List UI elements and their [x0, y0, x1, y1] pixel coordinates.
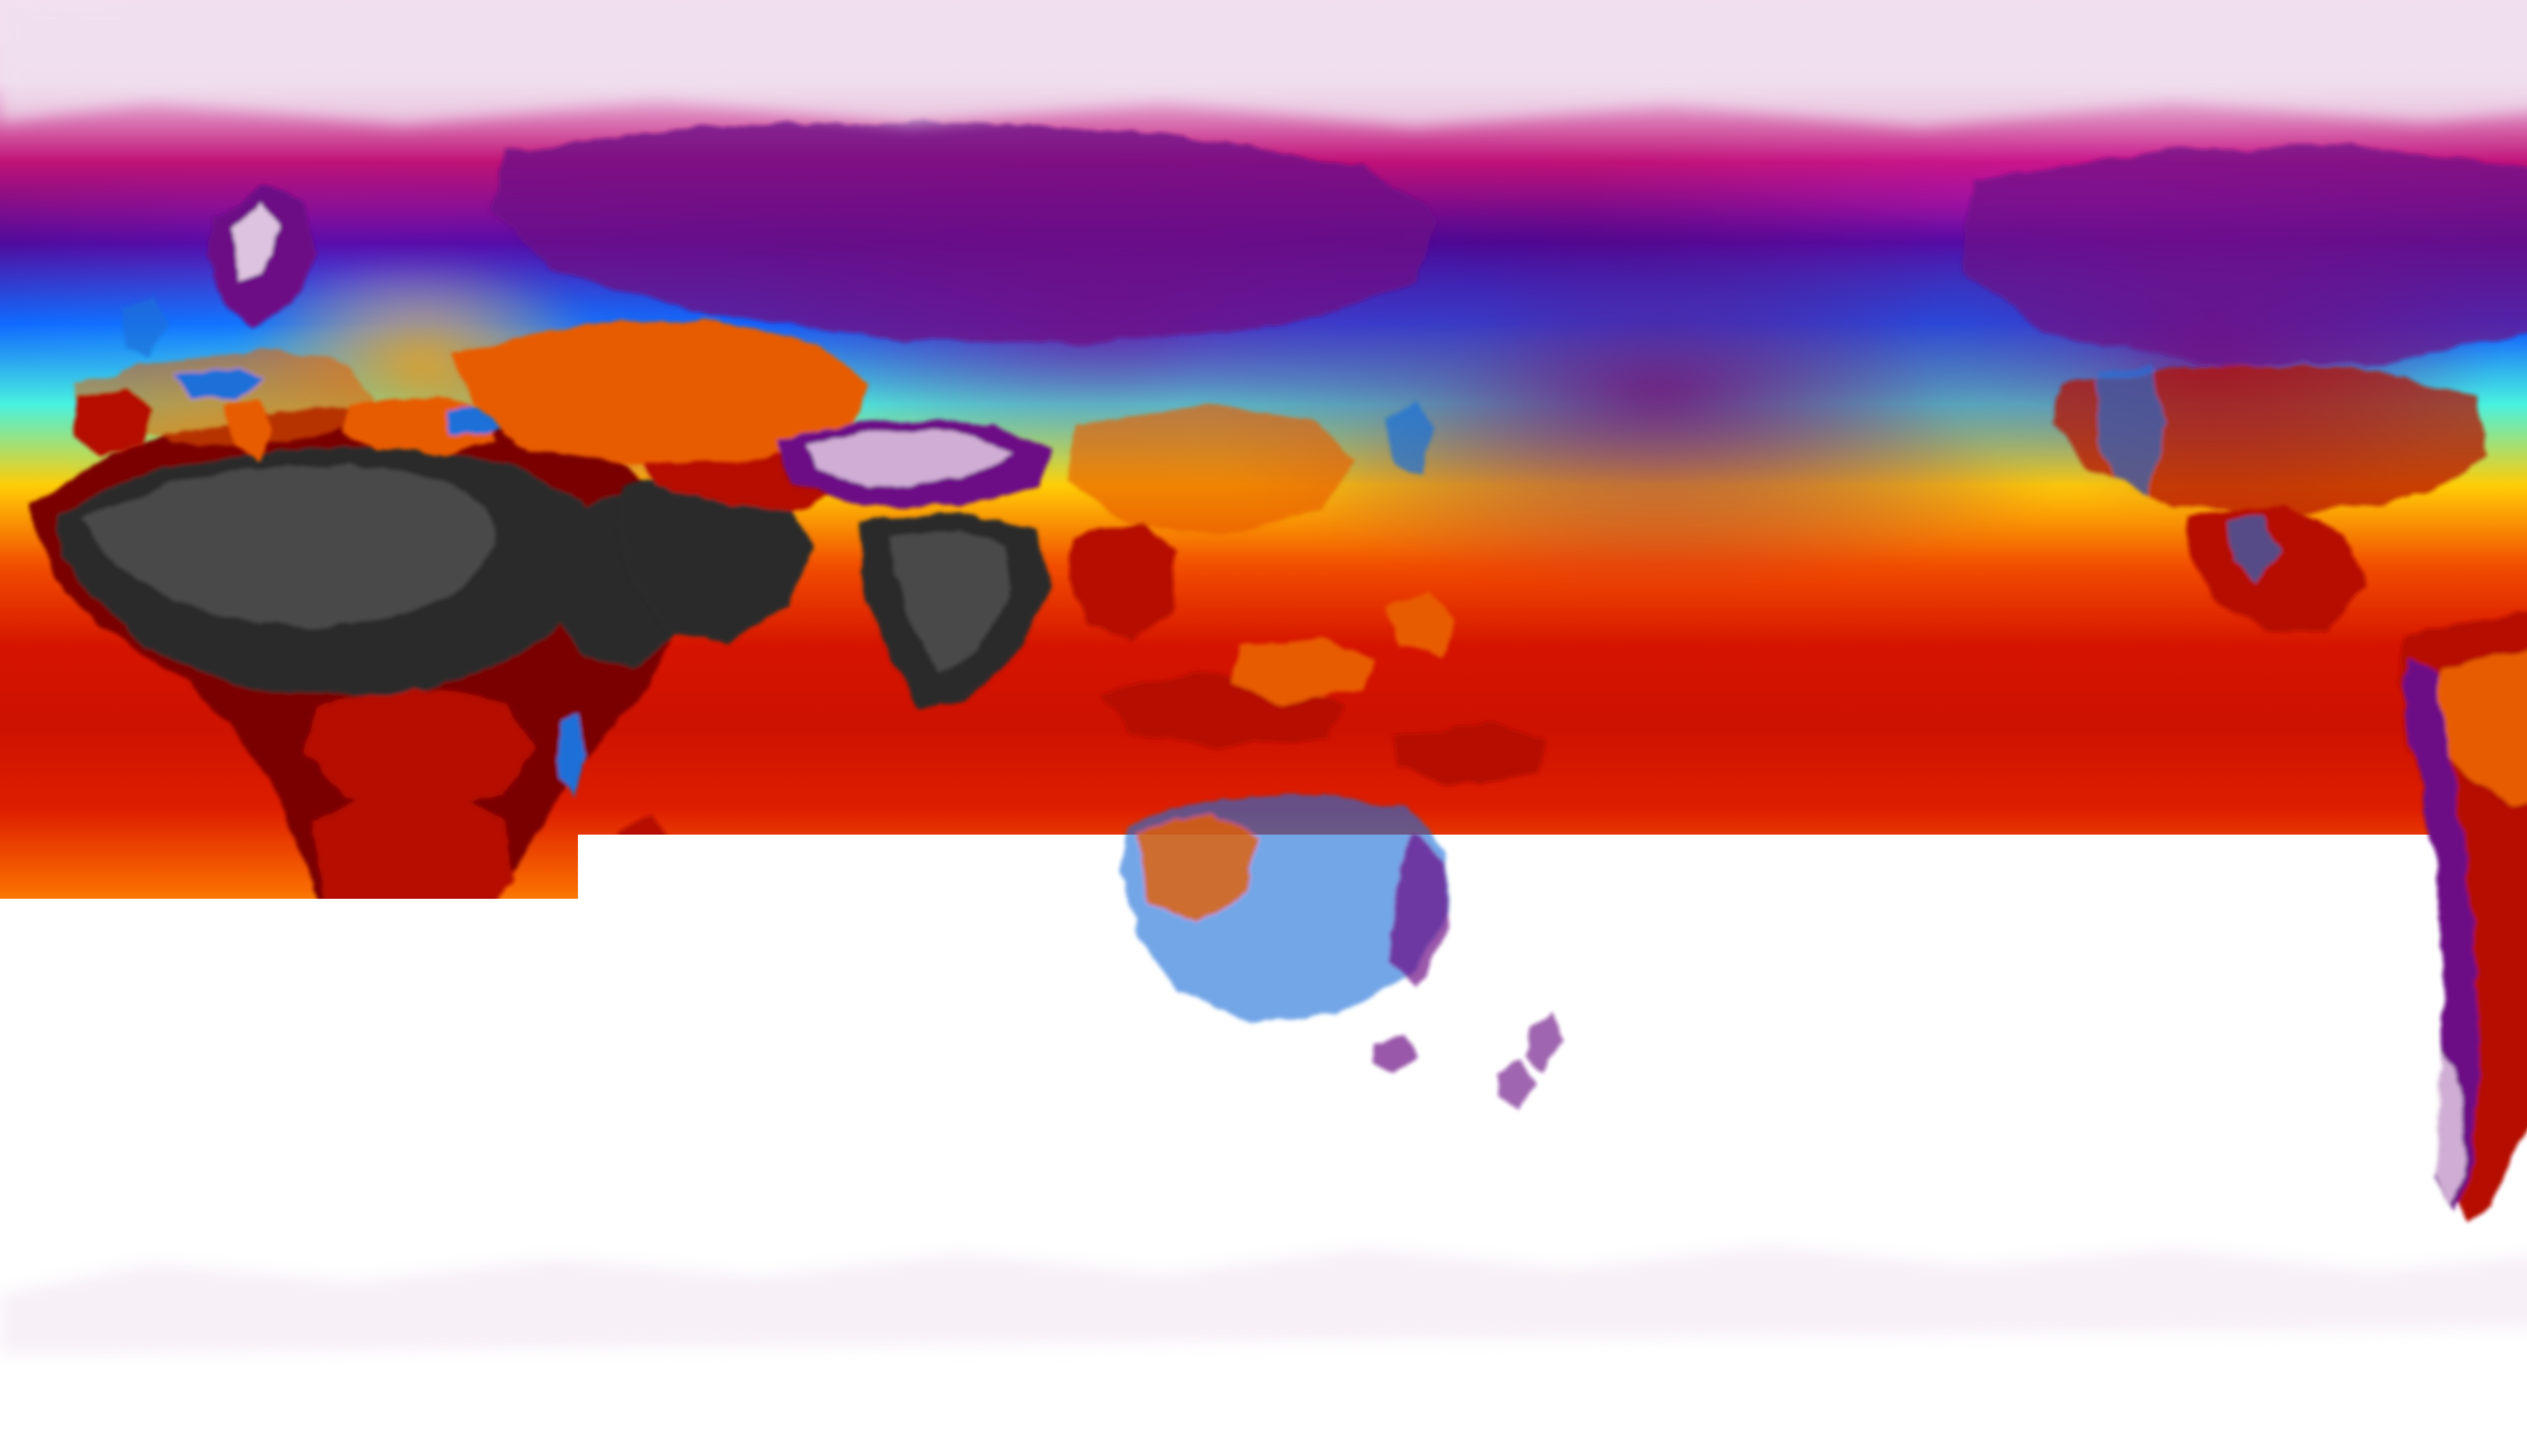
noise-grain [0, 0, 142, 66]
north-america-landmass [1961, 101, 2527, 632]
global-temperature-map [0, 0, 2527, 1456]
europe-landmass [71, 187, 521, 460]
maritime-continent [1102, 591, 1547, 783]
africa-landmass [30, 404, 697, 1001]
arctic-sea-ice [0, 0, 2527, 126]
australia-landmass [1122, 793, 1562, 1112]
antarctica-ice-sheet [0, 1246, 2527, 1456]
south-america-landmass [2398, 612, 2527, 1223]
continent-overlay [0, 0, 2527, 1456]
